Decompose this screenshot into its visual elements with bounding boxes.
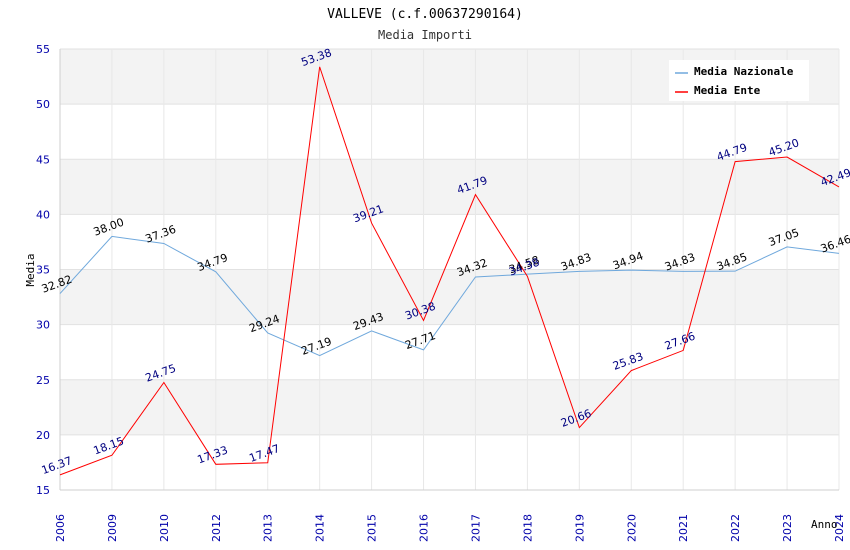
x-tick-label: 2022 <box>729 514 742 542</box>
y-tick-labels: 15 20 25 30 35 40 45 50 55 <box>36 43 50 497</box>
axes <box>59 49 839 491</box>
x-tick-label: 2023 <box>781 514 794 542</box>
x-tick-label: 2015 <box>366 514 379 542</box>
legend-label-ente: Media Ente <box>694 84 761 97</box>
x-tick-label: 2017 <box>469 514 482 542</box>
x-tick-label: 2014 <box>314 514 327 542</box>
x-tick-label: 2018 <box>521 514 534 542</box>
series-lines <box>59 66 840 476</box>
x-tick-label: 2006 <box>54 514 67 542</box>
grid-band <box>60 434 839 490</box>
grid-band <box>60 104 839 160</box>
y-tick-label: 30 <box>36 319 50 332</box>
y-tick-label: 45 <box>36 153 50 166</box>
x-tick-label: 2010 <box>158 514 171 542</box>
x-tick-label: 2012 <box>210 514 223 542</box>
x-tick-label: 2024 <box>833 514 846 542</box>
x-tick-label: 2016 <box>418 514 431 542</box>
series-line-ente <box>59 66 840 476</box>
y-tick-label: 55 <box>36 43 50 56</box>
x-tick-labels: 2006 2009 2010 2012 2013 2014 2015 2016 2017 2018… <box>54 514 846 542</box>
y-tick-label: 25 <box>36 374 50 387</box>
x-tick-label: 2019 <box>573 514 586 542</box>
x-tick-label: 2013 <box>262 514 275 542</box>
y-tick-label: 35 <box>36 264 50 277</box>
legend-label-nazionale: Media Nazionale <box>694 65 794 78</box>
grid-band <box>60 214 839 270</box>
grid-bands <box>60 49 839 490</box>
x-tick-label: 2020 <box>625 514 638 542</box>
y-axis-label: Media <box>24 253 37 286</box>
grid-band <box>60 324 839 380</box>
legend-box <box>669 60 809 101</box>
chart-title: VALLEVE (c.f.00637290164) <box>327 7 523 22</box>
grid-band <box>60 159 839 215</box>
legend: Media Nazionale Media Ente <box>669 60 809 101</box>
y-tick-label: 20 <box>36 429 50 442</box>
series-line-nazionale <box>59 235 840 357</box>
x-tick-label: 2021 <box>677 514 690 542</box>
grid-band <box>60 379 839 435</box>
y-tick-label: 50 <box>36 98 50 111</box>
y-tick-label: 40 <box>36 208 50 221</box>
x-axis-label: Anno <box>811 518 838 531</box>
chart-subtitle: Media Importi <box>378 28 472 42</box>
y-tick-label: 15 <box>36 484 50 497</box>
x-tick-label: 2009 <box>106 514 119 542</box>
grid-band <box>60 269 839 325</box>
